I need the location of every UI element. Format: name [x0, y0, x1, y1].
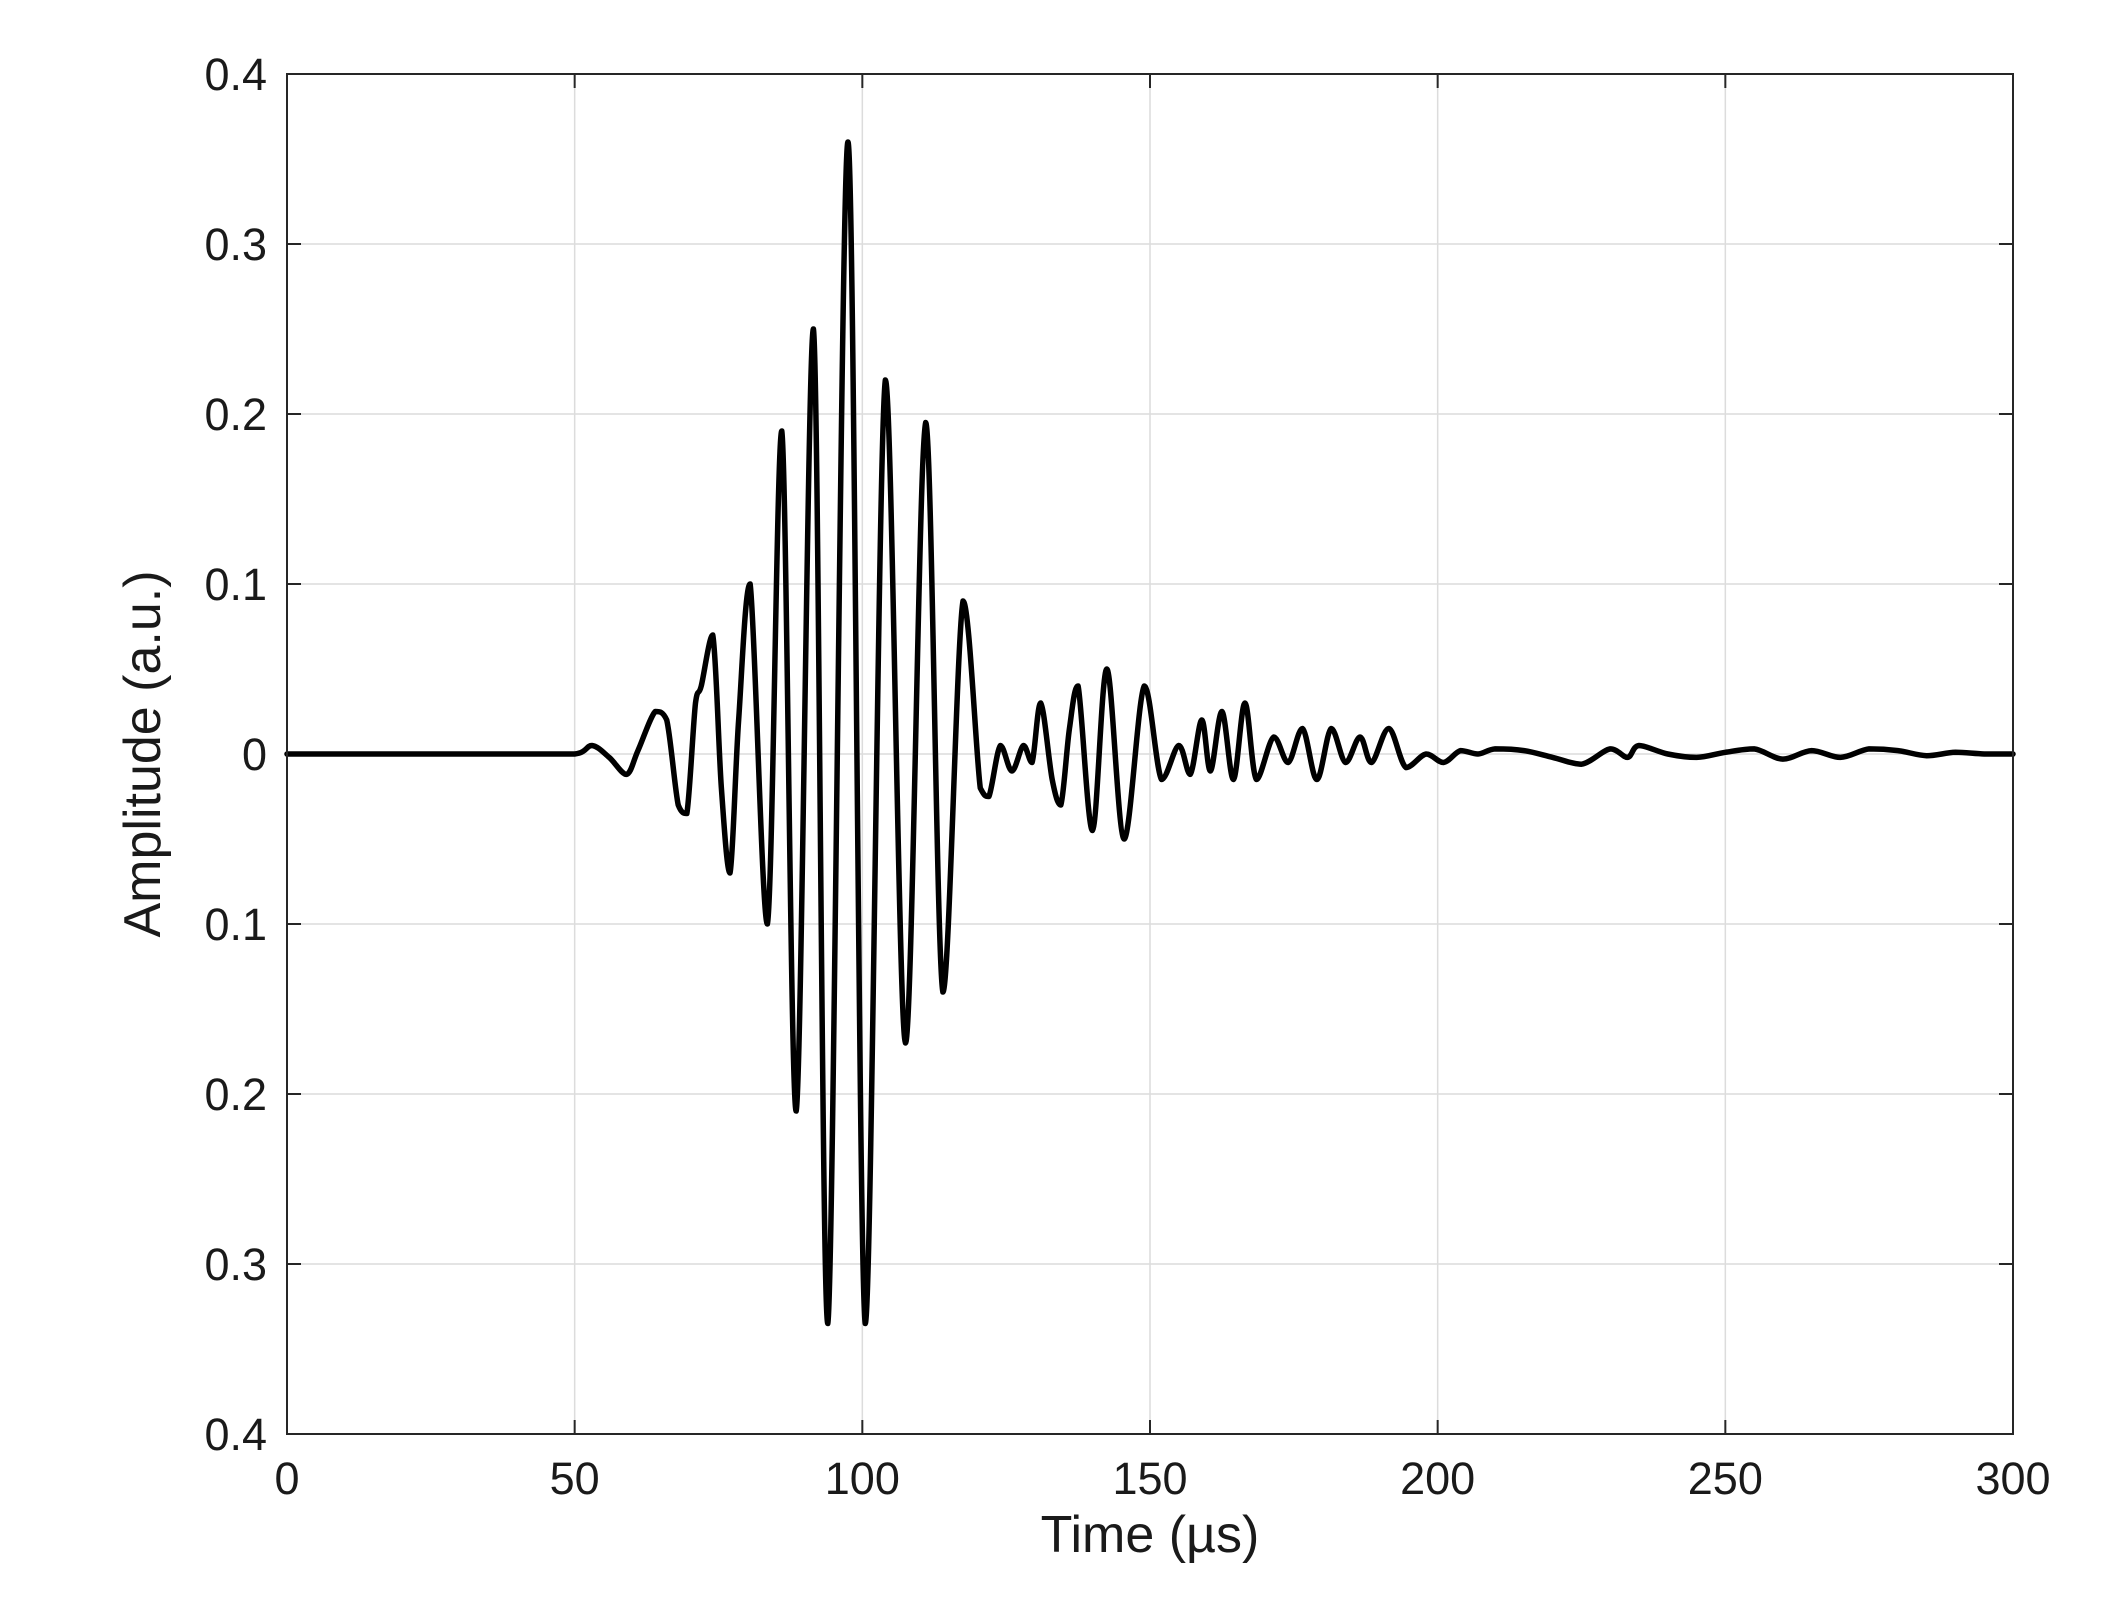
tick-labels: 0 50 100 150 200 250 300 0.4 0.3 0.2 0.1 0 0.1 0.2 0.3…	[204, 49, 2050, 1504]
y-tick-label: 0.4	[204, 1409, 267, 1460]
y-axis-label: Amplitude (a.u.)	[114, 570, 172, 937]
series-line	[284, 139, 2016, 1327]
y-tick-label: 0.2	[204, 1069, 267, 1120]
x-axis-label: Time (µs)	[1041, 1506, 1260, 1564]
x-tick-label: 250	[1688, 1453, 1763, 1504]
x-tick-label: 300	[1975, 1453, 2050, 1504]
x-tick-label: 100	[825, 1453, 900, 1504]
y-tick-label: 0.3	[204, 219, 267, 270]
y-tick-label: 0.3	[204, 1239, 267, 1290]
x-tick-label: 150	[1112, 1453, 1187, 1504]
y-tick-label: 0	[242, 729, 267, 780]
y-tick-label: 0.4	[204, 49, 267, 100]
y-tick-label: 0.1	[204, 899, 267, 950]
x-tick-label: 200	[1400, 1453, 1475, 1504]
x-tick-label: 50	[550, 1453, 600, 1504]
y-tick-label: 0.1	[204, 559, 267, 610]
x-tick-label: 0	[274, 1453, 299, 1504]
y-tick-label: 0.2	[204, 389, 267, 440]
plot-frame	[286, 73, 2014, 1435]
